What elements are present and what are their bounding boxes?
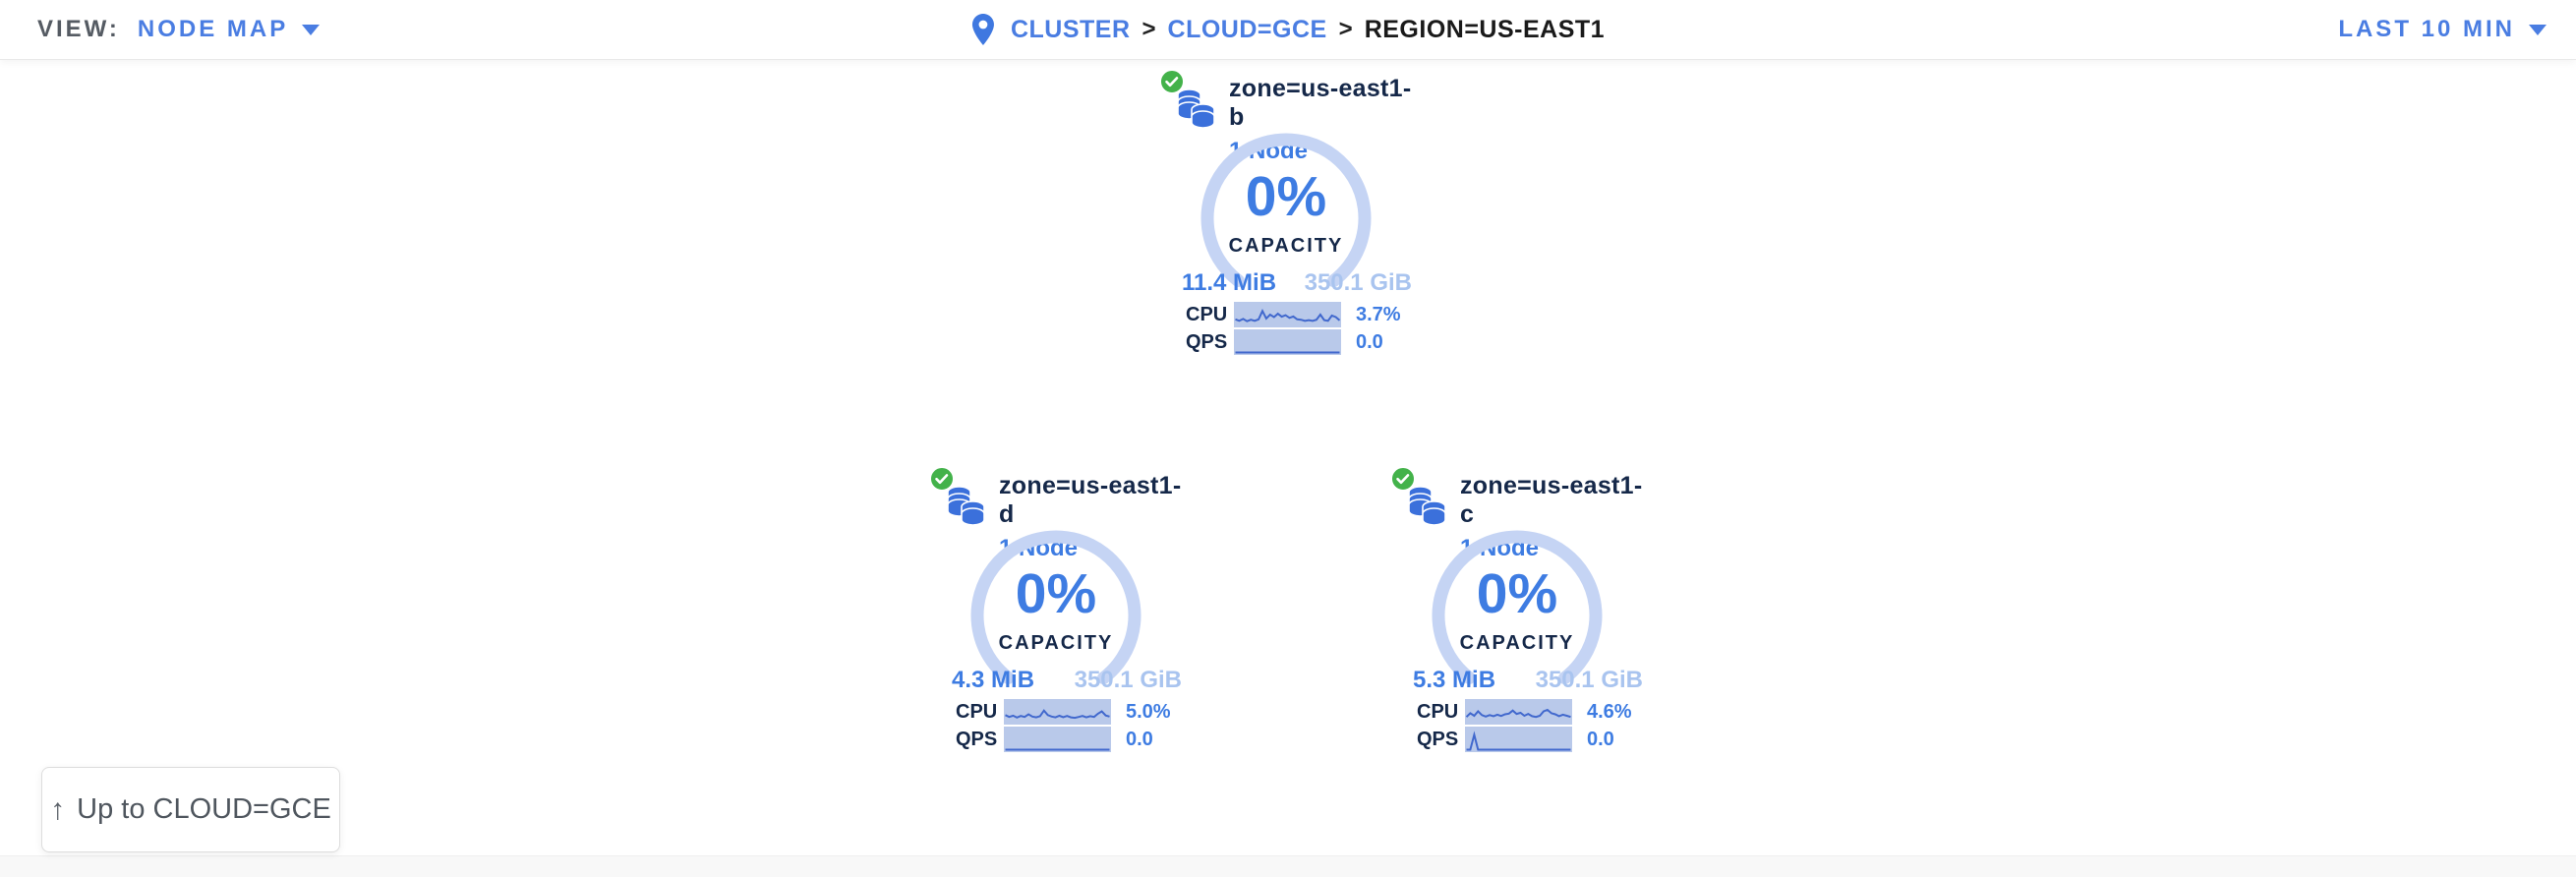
- chevron-down-icon: [302, 24, 321, 35]
- capacity-values: 5.3 MiB 350.1 GiB: [1389, 667, 1645, 694]
- cpu-metric-row: CPU 5.0%: [928, 699, 1184, 725]
- cpu-sparkline: [1004, 699, 1111, 725]
- zone-card-us-east1-d[interactable]: zone=us-east1-d 1 Node 0% CAPACITY 4.3 M…: [928, 466, 1184, 761]
- qps-sparkline: [1004, 727, 1111, 752]
- healthy-check-icon: [1159, 69, 1185, 94]
- healthy-check-icon: [1390, 466, 1416, 492]
- qps-value: 0.0: [1126, 728, 1153, 750]
- capacity-total: 350.1 GiB: [1535, 667, 1643, 693]
- capacity-gauge: 0% CAPACITY: [1430, 528, 1605, 703]
- database-stack-icon: [1177, 88, 1215, 129]
- cpu-value: 3.7%: [1356, 303, 1401, 325]
- database-stack-icon: [1408, 486, 1446, 526]
- time-range-value[interactable]: LAST 10 MIN: [2338, 16, 2515, 42]
- cpu-value: 4.6%: [1587, 700, 1632, 723]
- qps-value: 0.0: [1587, 728, 1614, 750]
- qps-metric-row: QPS 0.0: [928, 727, 1184, 752]
- qps-sparkline: [1234, 329, 1341, 355]
- capacity-values: 4.3 MiB 350.1 GiB: [928, 667, 1184, 694]
- arrow-up-icon: ↑: [50, 792, 66, 826]
- location-pin-icon: [971, 14, 994, 45]
- breadcrumb-cluster[interactable]: CLUSTER: [1010, 15, 1131, 43]
- breadcrumb-separator: >: [1142, 16, 1156, 42]
- breadcrumb-separator: >: [1338, 16, 1353, 42]
- zone-title[interactable]: zone=us-east1-b: [1229, 75, 1412, 131]
- capacity-used: 5.3 MiB: [1413, 667, 1496, 693]
- qps-label: QPS: [1417, 728, 1459, 750]
- qps-value: 0.0: [1356, 330, 1383, 353]
- breadcrumb-current-region: REGION=US-EAST1: [1364, 15, 1606, 43]
- qps-metric-row: QPS 0.0: [1158, 329, 1414, 355]
- zone-card-header: zone=us-east1-b 1 Node: [1158, 69, 1414, 164]
- breadcrumb-cloud-gce[interactable]: CLOUD=GCE: [1167, 15, 1327, 43]
- capacity-percentage: 0%: [1245, 165, 1327, 228]
- view-label: VIEW:: [37, 16, 120, 42]
- qps-metric-row: QPS 0.0: [1389, 727, 1645, 752]
- cpu-value: 5.0%: [1126, 700, 1171, 723]
- capacity-gauge: 0% CAPACITY: [968, 528, 1143, 703]
- up-button-label: Up to CLOUD=GCE: [77, 793, 331, 825]
- capacity-percentage: 0%: [1476, 562, 1558, 625]
- qps-label: QPS: [1186, 330, 1228, 353]
- node-map-canvas: zone=us-east1-b 1 Node 0% CAPACITY 11.4 …: [0, 59, 2576, 855]
- capacity-gauge: 0% CAPACITY: [1199, 131, 1374, 306]
- time-range-selector[interactable]: LAST 10 MIN: [2338, 0, 2547, 59]
- cpu-label: CPU: [1417, 700, 1459, 723]
- healthy-check-icon: [929, 466, 955, 492]
- zone-card-us-east1-b[interactable]: zone=us-east1-b 1 Node 0% CAPACITY 11.4 …: [1158, 69, 1414, 364]
- topbar: VIEW: NODE MAP CLUSTER > CLOUD=GCE > REG…: [0, 0, 2576, 59]
- cpu-sparkline: [1465, 699, 1572, 725]
- capacity-label: CAPACITY: [1228, 235, 1344, 257]
- view-value[interactable]: NODE MAP: [137, 16, 289, 42]
- footer-strip: [0, 855, 2576, 877]
- zone-card-header: zone=us-east1-d 1 Node: [928, 466, 1184, 561]
- cpu-sparkline: [1234, 302, 1341, 327]
- database-stack-icon: [947, 486, 985, 526]
- capacity-label: CAPACITY: [1459, 632, 1575, 654]
- cpu-metric-row: CPU 4.6%: [1389, 699, 1645, 725]
- up-to-parent-button[interactable]: ↑ Up to CLOUD=GCE: [41, 767, 340, 852]
- chevron-down-icon: [2529, 24, 2547, 35]
- cpu-metric-row: CPU 3.7%: [1158, 302, 1414, 327]
- view-selector[interactable]: VIEW: NODE MAP: [37, 0, 321, 59]
- zone-card-header: zone=us-east1-c 1 Node: [1389, 466, 1645, 561]
- zone-title[interactable]: zone=us-east1-d: [999, 472, 1182, 528]
- capacity-used: 11.4 MiB: [1182, 269, 1277, 296]
- capacity-total: 350.1 GiB: [1074, 667, 1182, 693]
- zone-title[interactable]: zone=us-east1-c: [1460, 472, 1643, 528]
- capacity-used: 4.3 MiB: [952, 667, 1035, 693]
- zone-card-us-east1-c[interactable]: zone=us-east1-c 1 Node 0% CAPACITY 5.3 M…: [1389, 466, 1645, 761]
- cpu-label: CPU: [956, 700, 998, 723]
- capacity-percentage: 0%: [1015, 562, 1097, 625]
- breadcrumb: CLUSTER > CLOUD=GCE > REGION=US-EAST1: [971, 0, 1605, 59]
- capacity-label: CAPACITY: [998, 632, 1114, 654]
- qps-sparkline: [1465, 727, 1572, 752]
- capacity-values: 11.4 MiB 350.1 GiB: [1158, 269, 1414, 297]
- capacity-total: 350.1 GiB: [1304, 269, 1412, 296]
- cpu-label: CPU: [1186, 303, 1228, 325]
- qps-label: QPS: [956, 728, 998, 750]
